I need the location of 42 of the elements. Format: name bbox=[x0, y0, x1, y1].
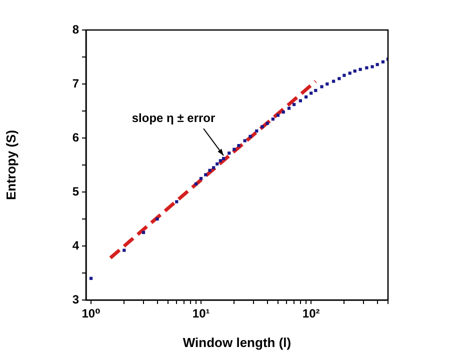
point bbox=[222, 156, 226, 160]
point bbox=[232, 148, 236, 151]
point bbox=[310, 92, 313, 95]
point bbox=[342, 74, 346, 77]
point bbox=[255, 129, 258, 133]
point bbox=[271, 118, 274, 121]
x-tick-label: 10⁰ bbox=[82, 306, 100, 321]
point bbox=[243, 139, 246, 142]
point bbox=[358, 68, 362, 71]
point bbox=[370, 65, 374, 68]
point bbox=[320, 85, 324, 88]
point bbox=[237, 144, 240, 148]
point bbox=[248, 134, 252, 138]
point bbox=[314, 88, 318, 92]
y-tick-label: 7 bbox=[72, 76, 80, 90]
x-tick-label: 10² bbox=[302, 306, 320, 321]
point bbox=[260, 125, 264, 128]
y-tick-label: 4 bbox=[72, 238, 80, 252]
point bbox=[353, 69, 356, 73]
x-axis-title: Window length (l) bbox=[182, 334, 292, 350]
point bbox=[326, 82, 329, 86]
point bbox=[376, 63, 379, 66]
y-tick-label: 8 bbox=[72, 22, 80, 36]
point bbox=[338, 77, 341, 80]
point bbox=[266, 122, 269, 125]
point bbox=[365, 66, 368, 70]
point bbox=[298, 99, 302, 102]
point bbox=[381, 60, 385, 64]
y-tick-label: 3 bbox=[72, 292, 80, 306]
y-tick-label: 6 bbox=[72, 130, 80, 144]
y-tick-label: 5 bbox=[72, 184, 80, 198]
point bbox=[228, 152, 231, 155]
point bbox=[348, 72, 352, 75]
y-axis-title: Entropy (S) bbox=[3, 130, 18, 200]
point bbox=[304, 95, 308, 99]
point bbox=[292, 102, 296, 106]
point bbox=[287, 106, 291, 110]
annotation: slope η ± error bbox=[132, 110, 216, 125]
point bbox=[332, 80, 336, 83]
point bbox=[276, 114, 280, 117]
x-tick-label: 10¹ bbox=[192, 306, 210, 321]
point bbox=[282, 110, 285, 114]
